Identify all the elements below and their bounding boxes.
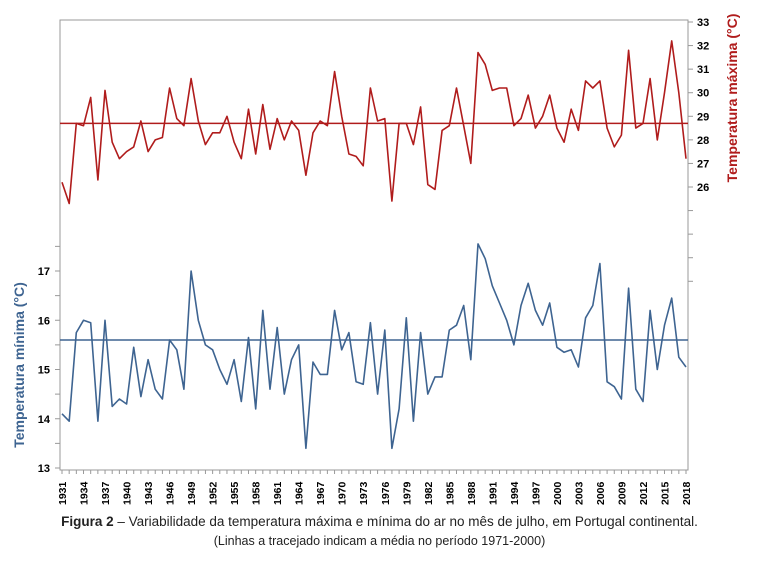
x-tick-label: 2009 [616, 481, 628, 505]
y-left-axis-title: Temperatura mínima (°C) [11, 282, 27, 448]
figure-caption-text: – Variabilidade da temperatura máxima e … [113, 514, 698, 529]
x-tick-label: 2018 [681, 481, 693, 505]
y-right-tick-label: 27 [697, 158, 709, 170]
y-right-tick-label: 28 [697, 135, 709, 147]
y-left-tick-label: 13 [38, 463, 50, 475]
x-tick-label: 2015 [659, 481, 671, 505]
x-tick-label: 1967 [315, 481, 327, 505]
series-layer [61, 40, 687, 450]
x-tick-label: 2000 [552, 481, 564, 505]
y-right-tick-label: 31 [697, 64, 709, 76]
x-tick-label: 2012 [638, 481, 650, 505]
x-tick-label: 1970 [337, 481, 349, 505]
y-right-axis: 26 27 28 29 30 31 32 33 [688, 17, 709, 282]
x-axis: 1931 1934 1937 1940 1943 1946 1949 1952 1955 1958… [57, 470, 693, 505]
figure-caption: Figura 2 – Variabilidade da temperatura … [0, 514, 759, 529]
x-tick-label: 1940 [122, 481, 134, 505]
x-tick-label: 1961 [272, 481, 284, 505]
x-tick-label: 1949 [186, 481, 198, 505]
x-tick-label: 1994 [509, 481, 521, 505]
x-tick-label: 1952 [208, 481, 220, 505]
y-left-tick-label: 17 [38, 266, 50, 278]
figure-label: Figura 2 [61, 514, 114, 529]
y-right-tick-label: 30 [697, 88, 709, 100]
x-tick-label: 1988 [466, 481, 478, 505]
x-tick-label: 1958 [251, 481, 263, 505]
x-tick-label: 1946 [165, 481, 177, 505]
figure-note: (Linhas a tracejado indicam a média no p… [213, 534, 546, 548]
y-left-axis: 13 14 15 16 17 [38, 245, 60, 475]
x-tick-label: 1955 [229, 481, 241, 505]
y-right-axis-title: Temperatura máxima (°C) [724, 14, 740, 183]
x-tick-label: 1973 [358, 481, 370, 505]
y-right-tick-label: 33 [697, 17, 709, 29]
x-tick-label: 2006 [595, 481, 607, 505]
x-tick-label: 1985 [444, 481, 456, 505]
y-left-tick-label: 16 [38, 315, 50, 327]
x-tick-label: 1979 [401, 481, 413, 505]
y-right-tick-label: 29 [697, 111, 709, 123]
x-tick-label: 1982 [423, 481, 435, 505]
x-tick-label: 2003 [573, 481, 585, 505]
x-tick-label: 1964 [294, 481, 306, 505]
x-tick-label: 1976 [380, 481, 392, 505]
x-tick-label: 1931 [57, 481, 69, 505]
max-temperature-line [61, 40, 687, 205]
x-tick-label: 1934 [79, 481, 91, 505]
x-tick-label: 1997 [530, 481, 542, 505]
min-temperature-line [61, 243, 687, 450]
y-left-tick-label: 14 [38, 414, 51, 426]
y-left-tick-label: 15 [38, 365, 50, 377]
x-tick-label: 1991 [487, 481, 499, 505]
x-tick-label: 1937 [100, 481, 112, 505]
y-right-tick-label: 26 [697, 182, 709, 194]
plot-area [59, 19, 689, 471]
y-right-tick-label: 32 [697, 41, 709, 53]
x-tick-label: 1943 [143, 481, 155, 505]
